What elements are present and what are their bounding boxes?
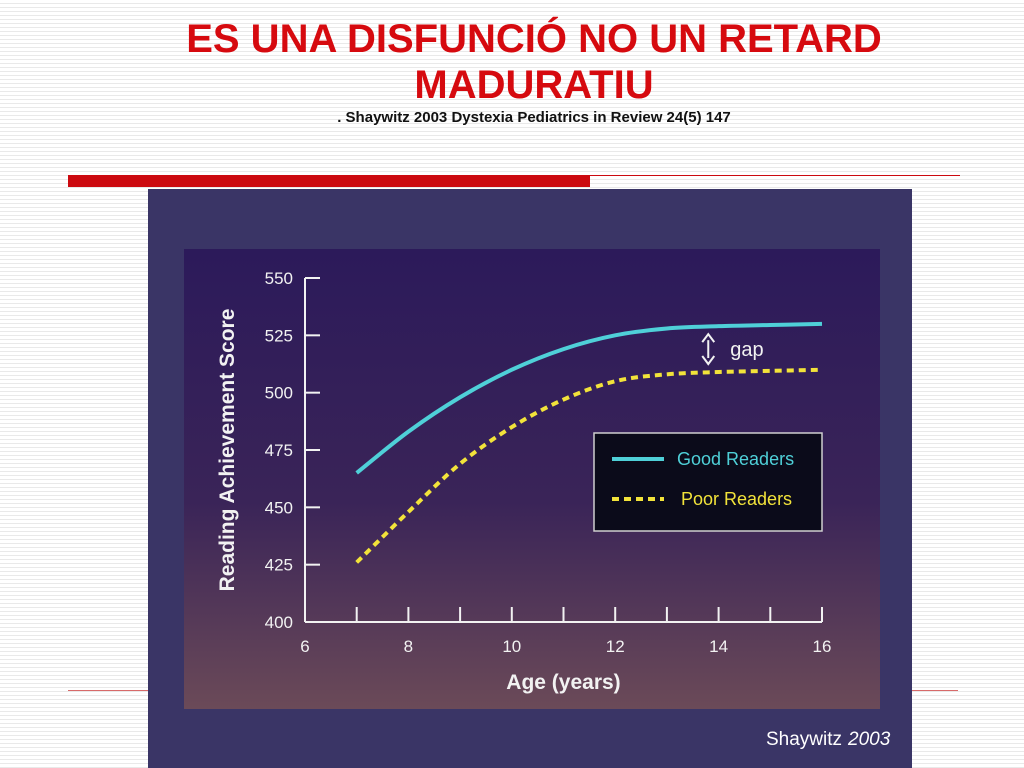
credit-name: Shaywitz [766, 729, 843, 750]
series-line-good-readers [355, 321, 823, 475]
legend-label-good-readers: Good Readers [677, 449, 794, 469]
y-tick-label: 450 [265, 498, 293, 517]
legend-box [593, 432, 823, 532]
title-divider-thick [68, 175, 590, 187]
series-line-poor-readers [355, 367, 823, 564]
figure-credit: Shaywitz 2003 [766, 729, 890, 751]
legend-label-poor-readers: Poor Readers [681, 489, 792, 509]
y-tick-label: 400 [265, 613, 293, 632]
credit-year: 2003 [848, 729, 891, 750]
title-divider-thin [590, 175, 960, 176]
reading-score-chart: 400 425 450 475 500 525 550 6 8 10 12 14 16 Age (year… [184, 249, 880, 709]
chart-legend: Good Readers Poor Readers [593, 432, 823, 532]
x-tick-label: 8 [404, 637, 413, 656]
slide-title: ES UNA DISFUNCIÓ NO UN RETARD MADURATIU [70, 16, 998, 108]
chart-axes: 400 425 450 475 500 525 550 6 8 10 12 14 16 Age (year… [216, 269, 831, 694]
x-tick-label: 6 [300, 637, 309, 656]
gap-annotation: gap [701, 332, 764, 366]
gap-arrow-head-up [701, 332, 716, 343]
x-tick-label: 10 [502, 637, 521, 656]
gap-label: gap [730, 339, 763, 361]
slide-title-line1: ES UNA DISFUNCIÓ NO UN RETARD [186, 17, 882, 61]
slide-subtitle: . Shaywitz 2003 Dystexia Pediatrics in R… [337, 109, 731, 126]
y-tick-label: 475 [265, 441, 293, 460]
footer-divider-right [912, 690, 958, 691]
chart-series [355, 321, 823, 564]
x-axis-title: Age (years) [506, 671, 620, 694]
y-tick-label: 525 [265, 326, 293, 345]
y-axis-title: Reading Achievement Score [216, 309, 239, 592]
x-tick-label: 14 [709, 637, 728, 656]
y-tick-label: 425 [265, 556, 293, 575]
x-tick-label: 16 [813, 637, 832, 656]
x-tick-label: 12 [606, 637, 625, 656]
footer-divider-left [68, 690, 150, 691]
slide-title-line2: MADURATIU [414, 63, 654, 107]
y-tick-label: 500 [265, 384, 293, 403]
y-tick-label: 550 [265, 269, 293, 288]
gap-arrow-head-down [701, 355, 716, 366]
